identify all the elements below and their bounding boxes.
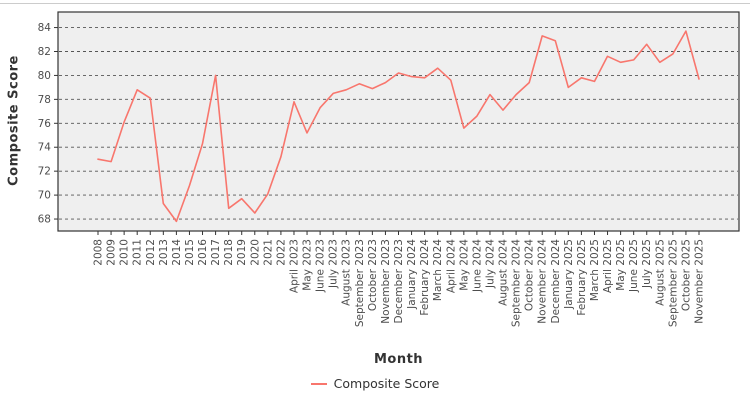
- x-tick-label: 2022: [275, 239, 287, 266]
- legend: Composite Score: [0, 376, 750, 391]
- x-tick-label: 2017: [210, 239, 222, 266]
- x-tick-label: March 2025: [589, 239, 601, 301]
- figure-top-border: [0, 3, 750, 4]
- x-tick-label: January 2024: [406, 239, 418, 310]
- x-tick-label: August 2025: [654, 239, 666, 306]
- legend-label: Composite Score: [333, 376, 440, 391]
- x-axis-ticks: 2008 2009 2010 2011 2012 2013 2014 2015 2016 2017…: [93, 231, 706, 327]
- legend-line-swatch-icon: [310, 382, 327, 385]
- x-tick-label: April 2024: [445, 239, 457, 293]
- x-tick-label: June 2025: [628, 239, 640, 293]
- x-tick-label: July 2025: [641, 239, 653, 289]
- x-tick-label: November 2023: [380, 239, 392, 324]
- y-tick-label: 74: [38, 142, 52, 154]
- x-tick-label: April 2025: [602, 239, 614, 293]
- x-tick-label: 2013: [158, 239, 170, 266]
- y-tick-label: 84: [38, 22, 52, 34]
- x-tick-label: August 2024: [498, 239, 510, 306]
- x-tick-label: 2021: [262, 239, 274, 266]
- y-tick-label: 82: [38, 46, 51, 58]
- x-tick-label: February 2025: [576, 239, 588, 316]
- x-tick-label: June 2023: [315, 239, 327, 293]
- x-tick-label: 2010: [119, 239, 131, 266]
- x-tick-label: October 2024: [524, 239, 536, 311]
- x-tick-label: September 2024: [511, 239, 523, 327]
- x-tick-label: 2011: [132, 239, 144, 266]
- x-tick-label: December 2024: [550, 239, 562, 324]
- y-tick-label: 72: [38, 166, 51, 178]
- x-tick-label: May 2024: [458, 239, 470, 291]
- x-tick-label: November 2025: [694, 239, 706, 324]
- x-tick-label: May 2023: [302, 239, 314, 291]
- x-tick-label: August 2023: [341, 239, 353, 306]
- x-tick-label: October 2025: [680, 239, 692, 311]
- x-tick-label: November 2024: [537, 239, 549, 324]
- x-tick-label: July 2024: [484, 239, 496, 289]
- x-tick-label: 2014: [171, 239, 183, 266]
- y-tick-label: 80: [38, 70, 51, 82]
- y-tick-label: 76: [38, 118, 52, 130]
- x-tick-label: June 2024: [471, 239, 483, 293]
- series-line-composite-score: [97, 30, 700, 223]
- y-axis-title: Composite Score: [6, 55, 22, 186]
- x-tick-label: September 2023: [354, 239, 366, 327]
- y-axis-ticks: 68 70 72 74 76 78 80 82 84: [38, 22, 58, 226]
- plot-panel: [58, 12, 739, 231]
- x-tick-label: January 2025: [563, 239, 575, 310]
- x-tick-label: March 2024: [432, 239, 444, 301]
- x-tick-label: 2009: [106, 239, 118, 266]
- x-axis-title: Month: [373, 352, 424, 367]
- x-tick-label: February 2024: [419, 239, 431, 316]
- x-tick-label: 2015: [184, 239, 196, 266]
- x-tick-label: April 2023: [288, 239, 300, 293]
- x-tick-label: 2019: [236, 239, 248, 266]
- x-tick-label: May 2025: [615, 239, 627, 291]
- x-tick-label: July 2023: [328, 239, 340, 289]
- x-tick-label: October 2023: [367, 239, 379, 311]
- y-tick-label: 68: [38, 214, 51, 226]
- x-tick-label: 2020: [249, 239, 261, 266]
- panel-border: [57, 11, 740, 232]
- y-tick-label: 78: [38, 94, 51, 106]
- x-tick-label: 2018: [223, 239, 235, 266]
- x-tick-label: 2012: [145, 239, 157, 266]
- x-tick-label: December 2023: [393, 239, 405, 324]
- x-tick-label: 2016: [197, 239, 209, 266]
- gridlines: [59, 27, 738, 220]
- x-tick-label: 2008: [93, 239, 105, 266]
- y-tick-label: 70: [38, 190, 51, 202]
- x-tick-label: September 2025: [667, 239, 679, 327]
